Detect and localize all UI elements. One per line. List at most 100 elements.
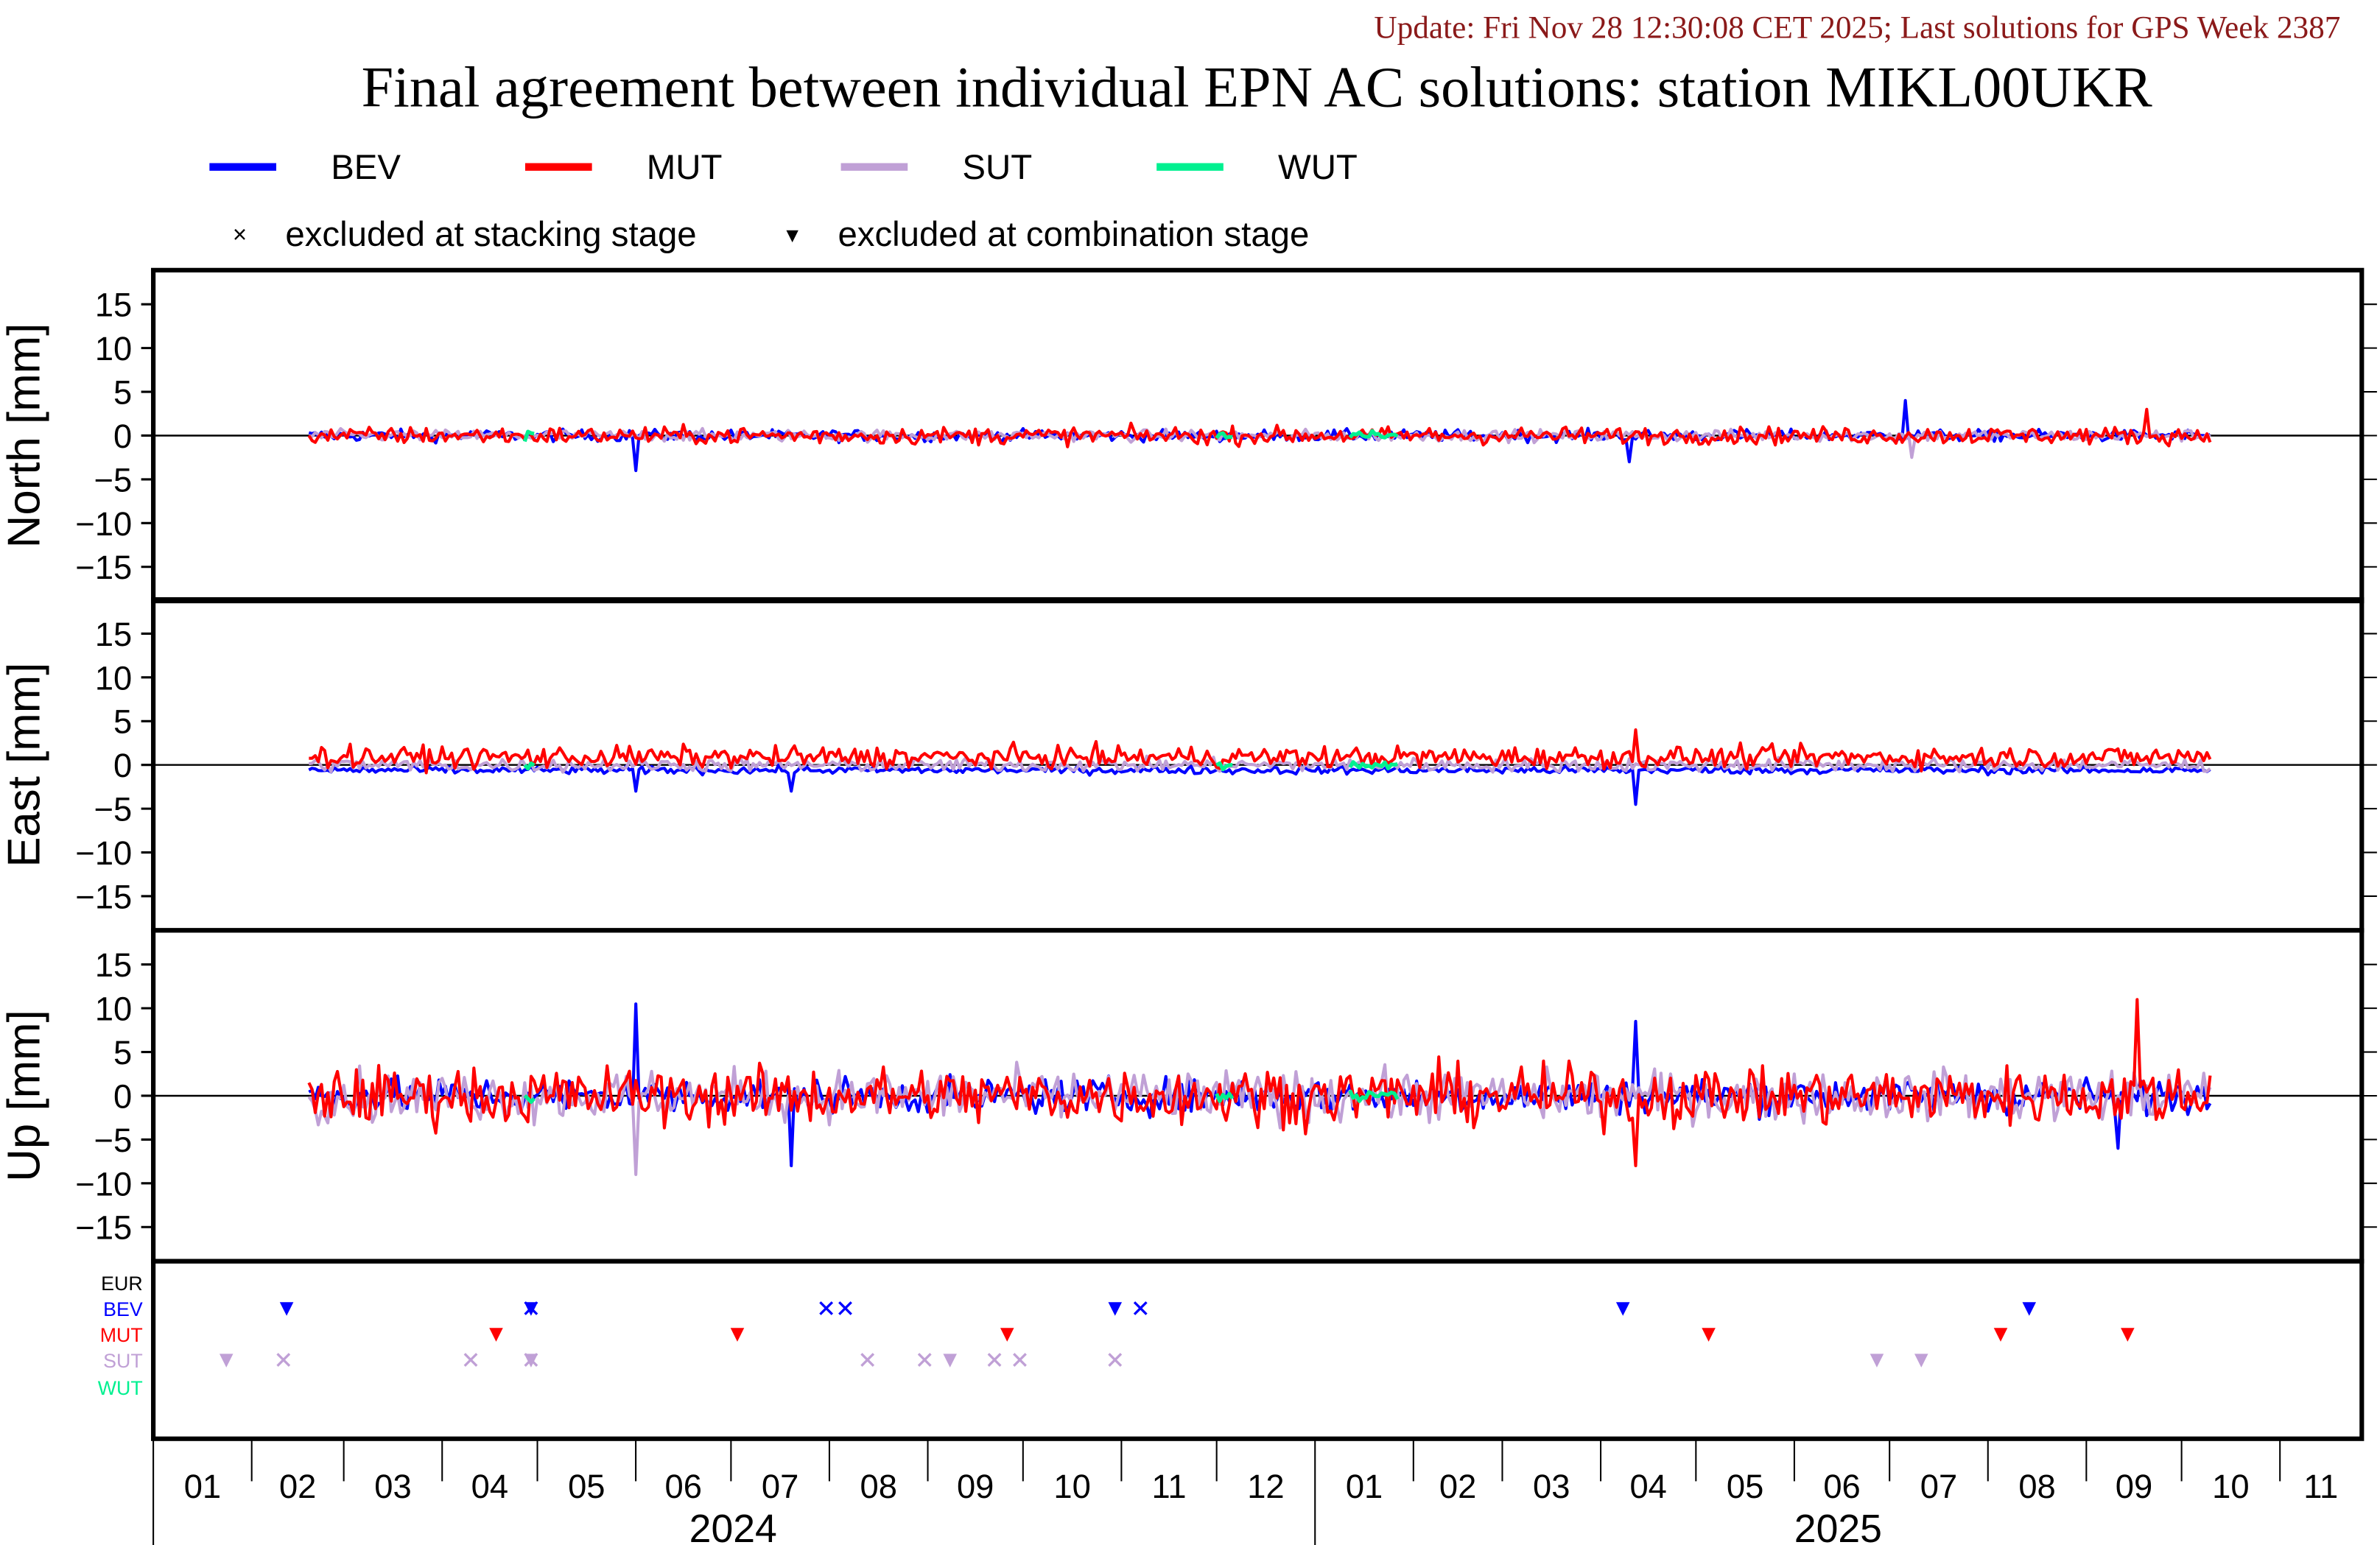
combination-exclusion-marker (489, 1328, 503, 1342)
panel-north: North [mm] 15 10 5 0 −5 −10 −15 (0, 267, 2377, 604)
y-tick-label: 5 (113, 703, 132, 741)
x-tick-label: 01 (184, 1468, 221, 1505)
combination-exclusion-marker (1993, 1328, 2008, 1342)
x-tick-label: 07 (762, 1468, 798, 1505)
stacking-exclusion-marker (860, 1353, 875, 1367)
exclusion-row-label-sut: SUT (103, 1350, 143, 1372)
y-tick-label: −5 (94, 791, 133, 828)
update-text: Update: Fri Nov 28 12:30:08 CET 2025; La… (1374, 10, 2340, 46)
x-tick-label: 05 (568, 1468, 605, 1505)
combination-exclusion-marker (1000, 1328, 1014, 1342)
x-tick-label: 07 (1920, 1468, 1957, 1505)
combination-marker-icon: ▾ (786, 221, 798, 248)
series-line-sut (309, 754, 2211, 774)
combination-exclusion-marker (943, 1354, 957, 1368)
panel-east: East [mm] 15 10 5 0 −5 −10 −15 (0, 596, 2377, 933)
y-tick-label: 5 (113, 374, 132, 412)
y-tick-label: −15 (75, 1209, 132, 1247)
x-tick-label: 03 (374, 1468, 411, 1505)
exclusion-panel: EUR BEV MUT SUT WUT (98, 1259, 2365, 1441)
y-tick-label: 10 (95, 330, 132, 367)
series-line-bev (308, 763, 2211, 806)
x-tick-label: 06 (1823, 1468, 1860, 1505)
x-tick-label: 09 (957, 1468, 994, 1505)
x-tick-label: 04 (1629, 1468, 1666, 1505)
stacking-exclusion-marker (819, 1301, 834, 1315)
stacking-exclusion-marker (463, 1353, 478, 1367)
x-tick-label: 09 (2116, 1468, 2152, 1505)
y-axis-label: North [mm] (0, 323, 50, 549)
combination-exclusion-marker (2121, 1328, 2135, 1342)
chart-title: Final agreement between individual EPN A… (362, 54, 2153, 119)
series-line-wut (1215, 761, 1233, 772)
x-tick-label: 11 (1151, 1468, 1186, 1505)
y-tick-label: 10 (95, 990, 132, 1028)
y-tick-label: 0 (113, 1077, 132, 1115)
combination-exclusion-marker (524, 1302, 538, 1316)
series-line-wut (1215, 431, 1233, 440)
exclusion-row-label-mut: MUT (100, 1324, 143, 1346)
legend-label-sut: SUT (962, 148, 1032, 187)
y-tick-label: −10 (75, 1165, 132, 1203)
legend-label-bev: BEV (331, 148, 401, 187)
series-line-wut (1348, 429, 1399, 440)
stacking-exclusion-marker (1133, 1301, 1148, 1315)
y-tick-label: −10 (75, 505, 132, 543)
x-tick-label: 10 (2212, 1468, 2249, 1505)
combination-exclusion-marker (279, 1302, 294, 1316)
y-axis-label: East [mm] (0, 663, 50, 867)
series-line-wut (523, 761, 536, 771)
series-line-wut (1348, 1089, 1400, 1103)
x-tick-label: 01 (1346, 1468, 1383, 1505)
series-line-wut (523, 1094, 536, 1104)
combination-exclusion-marker (219, 1354, 234, 1368)
x-tick-label: 02 (279, 1468, 316, 1505)
exclusion-row-label-eur: EUR (101, 1273, 143, 1295)
y-tick-label: −15 (75, 549, 132, 586)
y-tick-label: 15 (95, 616, 132, 653)
combination-exclusion-marker (730, 1328, 745, 1342)
x-tick-label: 08 (2018, 1468, 2055, 1505)
legend-marker-label: excluded at stacking stage (285, 215, 696, 254)
series-line-mut (309, 728, 2212, 775)
x-tick-label: 08 (860, 1468, 897, 1505)
x-year-label: 2024 (689, 1507, 777, 1545)
x-tick-label: 06 (665, 1468, 702, 1505)
stacking-exclusion-marker (276, 1353, 291, 1367)
y-tick-label: −5 (94, 1122, 133, 1159)
y-tick-label: 0 (113, 747, 132, 784)
series-line-wut (1215, 1091, 1235, 1103)
stacking-exclusion-marker (987, 1353, 1002, 1367)
exclusion-row-label-bev: BEV (103, 1298, 143, 1320)
x-tick-label: 04 (471, 1468, 508, 1505)
x-year-label: 2025 (1794, 1507, 1882, 1545)
x-tick-label: 05 (1727, 1468, 1763, 1505)
x-tick-label: 02 (1439, 1468, 1476, 1505)
x-tick-label: 11 (2303, 1468, 2338, 1505)
combination-exclusion-marker (1870, 1354, 1884, 1368)
x-axis: 01 02 03 04 05 06 07 08 09 10 11 12 01 02 03 04 05 06 07 08… (152, 1438, 2338, 1545)
y-tick-label: −5 (94, 461, 133, 499)
panel-up: Up [mm] 15 10 5 0 −5 −10 −15 (0, 928, 2377, 1264)
stacking-marker-icon: × (233, 221, 247, 248)
x-tick-label: 10 (1053, 1468, 1090, 1505)
combination-exclusion-marker (524, 1354, 538, 1368)
stacking-exclusion-marker (1108, 1353, 1123, 1367)
stacking-exclusion-marker (1013, 1353, 1027, 1367)
legend-label-wut: WUT (1278, 148, 1358, 187)
stacking-exclusion-marker (917, 1353, 932, 1367)
legend-label-mut: MUT (647, 148, 723, 187)
combination-exclusion-marker (2022, 1302, 2037, 1316)
y-tick-label: 15 (95, 286, 132, 324)
x-tick-label: 03 (1533, 1468, 1570, 1505)
y-tick-label: 5 (113, 1034, 132, 1071)
x-tick-label: 12 (1247, 1468, 1284, 1505)
combination-exclusion-marker (1702, 1328, 1716, 1342)
y-tick-label: 15 (95, 946, 132, 984)
exclusion-row-label-wut: WUT (98, 1377, 143, 1399)
legend: BEV MUT SUT WUT × excluded at stacking stage ▾… (209, 148, 1358, 254)
series-line-mut (307, 407, 2212, 448)
legend-marker-label: excluded at combination stage (838, 215, 1309, 254)
combination-exclusion-marker (1108, 1302, 1123, 1316)
series-line-wut (1348, 760, 1398, 771)
